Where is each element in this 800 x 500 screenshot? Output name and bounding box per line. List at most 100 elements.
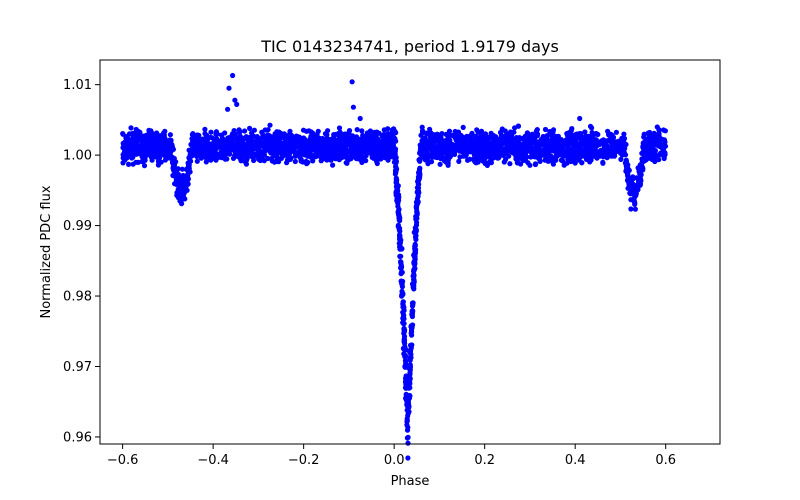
- data-point: [234, 135, 240, 142]
- data-point: [120, 145, 126, 151]
- data-point: [420, 137, 426, 143]
- data-point: [344, 142, 350, 148]
- data-point: [504, 131, 510, 137]
- data-point: [406, 381, 412, 387]
- data-point: [271, 152, 277, 159]
- data-point: [412, 250, 419, 256]
- y-tick-label: 0.98: [63, 290, 92, 305]
- data-point: [260, 132, 266, 138]
- data-point: [641, 146, 647, 152]
- data-point: [591, 147, 597, 154]
- data-point: [458, 135, 464, 141]
- data-point: [359, 159, 365, 165]
- data-point: [249, 153, 255, 160]
- data-point: [185, 164, 191, 171]
- data-point: [458, 140, 464, 146]
- data-point: [373, 158, 380, 164]
- data-point: [425, 151, 431, 157]
- data-point: [428, 134, 434, 140]
- data-point: [233, 143, 239, 149]
- data-point: [133, 130, 139, 136]
- data-point: [406, 409, 412, 416]
- data-point: [149, 147, 155, 153]
- data-point: [520, 135, 526, 141]
- data-point: [267, 145, 273, 151]
- data-point: [624, 177, 631, 183]
- data-point: [507, 142, 513, 149]
- data-point: [404, 416, 410, 422]
- data-point: [374, 150, 380, 156]
- y-axis-label: Normalized PDC flux: [39, 185, 54, 318]
- data-point: [605, 151, 611, 158]
- data-point: [550, 161, 557, 167]
- data-point: [641, 153, 648, 159]
- data-point: [473, 146, 479, 152]
- data-point: [125, 141, 131, 147]
- data-point: [393, 168, 399, 174]
- data-point: [621, 137, 627, 143]
- data-point: [238, 146, 244, 152]
- data-point: [257, 144, 263, 150]
- data-point: [392, 148, 398, 154]
- data-point: [357, 115, 363, 122]
- data-point: [565, 150, 571, 156]
- data-point: [249, 130, 255, 136]
- data-point: [356, 155, 362, 161]
- data-point: [155, 158, 161, 165]
- data-point: [594, 140, 601, 147]
- data-point: [402, 344, 408, 350]
- data-point: [249, 146, 255, 152]
- data-point: [138, 145, 144, 151]
- data-point: [155, 137, 161, 143]
- x-tick-label: 0.2: [474, 453, 495, 468]
- data-point: [230, 72, 236, 79]
- data-point: [398, 262, 404, 268]
- data-point: [368, 149, 375, 155]
- data-point: [382, 151, 388, 157]
- data-point: [313, 152, 319, 158]
- data-point: [169, 154, 175, 160]
- data-point: [458, 147, 464, 153]
- data-point: [130, 161, 136, 167]
- data-point: [411, 229, 417, 235]
- data-point: [179, 194, 185, 200]
- data-point: [352, 144, 358, 150]
- data-point: [187, 154, 193, 160]
- data-point: [423, 143, 429, 149]
- data-point: [368, 136, 374, 142]
- data-point: [647, 129, 653, 136]
- data-point: [227, 147, 233, 153]
- data-point: [444, 137, 450, 143]
- data-point: [583, 154, 589, 160]
- data-point: [381, 145, 387, 151]
- data-point: [284, 157, 291, 163]
- data-point: [652, 158, 658, 165]
- data-point: [124, 155, 130, 161]
- data-point: [402, 353, 408, 359]
- data-point: [438, 142, 444, 148]
- data-point: [647, 145, 654, 151]
- data-point: [325, 128, 331, 134]
- x-tick-label: 0.4: [565, 453, 586, 468]
- data-point: [371, 144, 377, 150]
- data-point: [618, 156, 624, 162]
- data-point: [359, 149, 366, 155]
- data-point: [274, 156, 280, 162]
- data-point: [196, 132, 202, 139]
- data-point: [545, 142, 551, 148]
- data-point: [527, 135, 533, 141]
- data-point: [222, 152, 228, 158]
- data-point: [296, 135, 302, 141]
- data-point: [468, 137, 474, 143]
- data-point: [375, 154, 381, 160]
- data-point: [289, 142, 295, 148]
- data-point: [550, 127, 557, 133]
- data-point: [417, 165, 423, 171]
- data-point: [483, 160, 489, 166]
- data-point: [306, 148, 313, 154]
- data-point: [409, 313, 415, 320]
- data-point: [393, 183, 399, 190]
- data-point: [506, 153, 512, 159]
- data-point: [625, 172, 631, 178]
- data-point: [572, 160, 578, 166]
